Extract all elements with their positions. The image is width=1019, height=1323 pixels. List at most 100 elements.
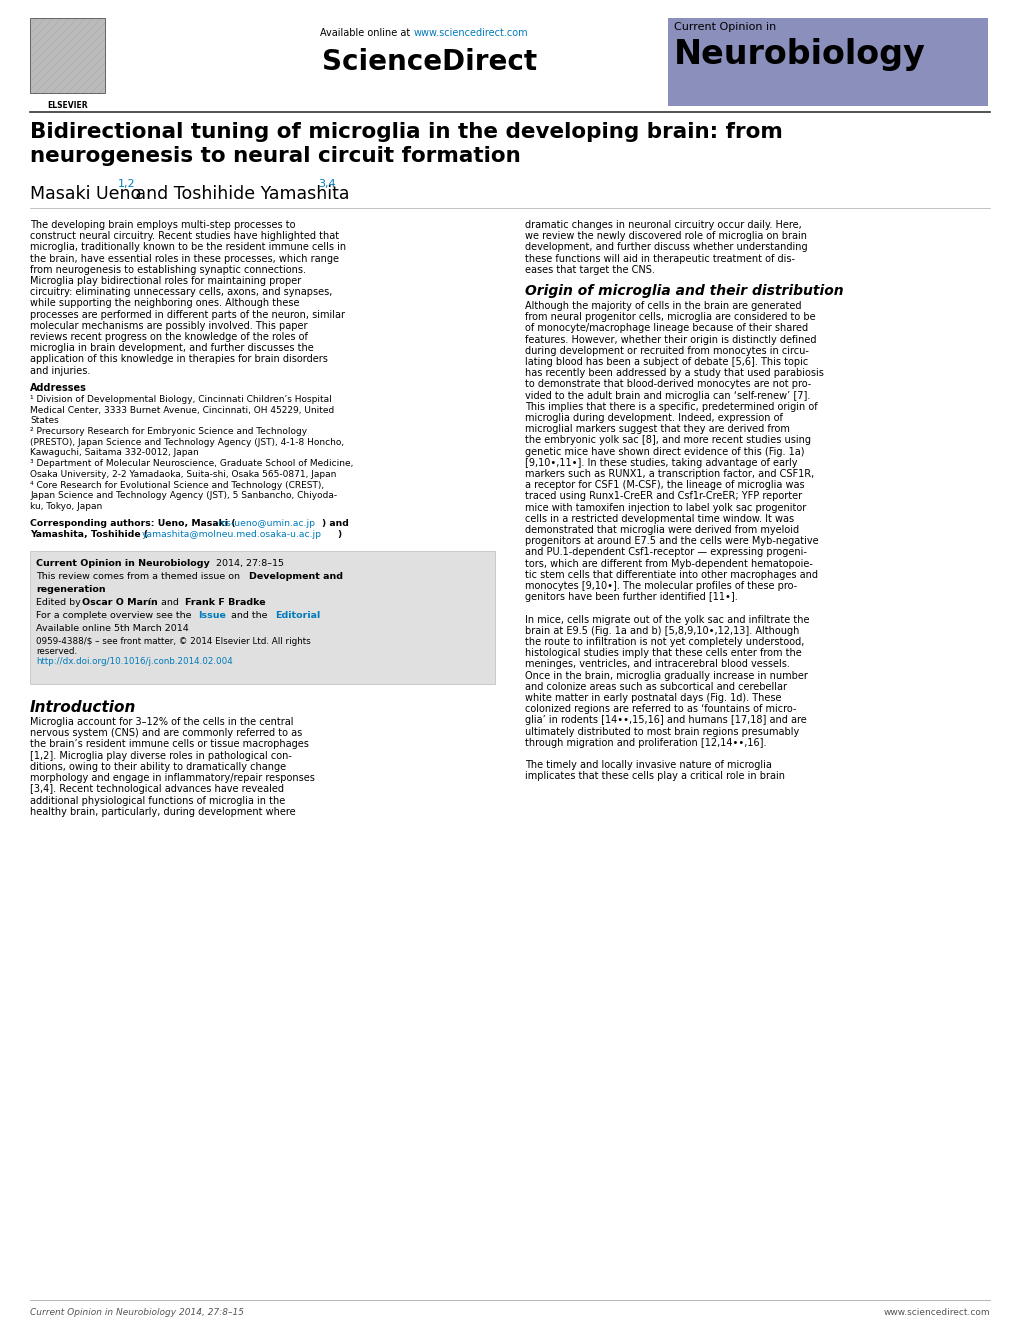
Text: and: and <box>158 598 181 607</box>
Text: construct neural circuitry. Recent studies have highlighted that: construct neural circuitry. Recent studi… <box>30 232 338 241</box>
Text: has recently been addressed by a study that used parabiosis: has recently been addressed by a study t… <box>525 368 823 378</box>
Text: from neurogenesis to establishing synaptic connections.: from neurogenesis to establishing synapt… <box>30 265 306 275</box>
Text: colonized regions are referred to as ‘fountains of micro-: colonized regions are referred to as ‘fo… <box>525 704 796 714</box>
Text: we review the newly discovered role of microglia on brain: we review the newly discovered role of m… <box>525 232 806 241</box>
Text: genetic mice have shown direct evidence of this (Fig. 1a): genetic mice have shown direct evidence … <box>525 447 804 456</box>
Text: development, and further discuss whether understanding: development, and further discuss whether… <box>525 242 807 253</box>
Text: reserved.: reserved. <box>36 647 77 656</box>
Text: Development and: Development and <box>249 572 342 581</box>
Text: ku, Tokyo, Japan: ku, Tokyo, Japan <box>30 501 102 511</box>
Text: through migration and proliferation [12,14••,16].: through migration and proliferation [12,… <box>525 738 765 747</box>
Text: Masaki Ueno: Masaki Ueno <box>30 185 141 202</box>
Text: ms-ueno@umin.ac.jp: ms-ueno@umin.ac.jp <box>217 519 315 528</box>
Text: Corresponding authors: Ueno, Masaki (: Corresponding authors: Ueno, Masaki ( <box>30 519 235 528</box>
Text: [1,2]. Microglia play diverse roles in pathological con-: [1,2]. Microglia play diverse roles in p… <box>30 750 291 761</box>
Text: Yamashita, Toshihide (: Yamashita, Toshihide ( <box>30 531 148 538</box>
Text: dramatic changes in neuronal circuitry occur daily. Here,: dramatic changes in neuronal circuitry o… <box>525 220 801 230</box>
Text: microglial markers suggest that they are derived from: microglial markers suggest that they are… <box>525 425 789 434</box>
Text: yamashita@molneu.med.osaka-u.ac.jp: yamashita@molneu.med.osaka-u.ac.jp <box>142 531 322 538</box>
Text: progenitors at around E7.5 and the cells were Myb-negative: progenitors at around E7.5 and the cells… <box>525 536 818 546</box>
Text: traced using Runx1-CreER and Csf1r-CreER; YFP reporter: traced using Runx1-CreER and Csf1r-CreER… <box>525 491 801 501</box>
Text: additional physiological functions of microglia in the: additional physiological functions of mi… <box>30 795 285 806</box>
Text: Editorial: Editorial <box>275 611 320 620</box>
Bar <box>667 19 987 106</box>
Text: and injuries.: and injuries. <box>30 365 91 376</box>
Text: demonstrated that microglia were derived from myeloid: demonstrated that microglia were derived… <box>525 525 798 534</box>
Text: Frank F Bradke: Frank F Bradke <box>184 598 265 607</box>
Text: features. However, whether their origin is distinctly defined: features. However, whether their origin … <box>525 335 815 344</box>
Text: This implies that there is a specific, predetermined origin of: This implies that there is a specific, p… <box>525 402 817 411</box>
Text: ditions, owing to their ability to dramatically change: ditions, owing to their ability to drama… <box>30 762 286 771</box>
Text: The developing brain employs multi-step processes to: The developing brain employs multi-step … <box>30 220 296 230</box>
Text: Microglia account for 3–12% of the cells in the central: Microglia account for 3–12% of the cells… <box>30 717 293 728</box>
Text: ³ Department of Molecular Neuroscience, Graduate School of Medicine,: ³ Department of Molecular Neuroscience, … <box>30 459 353 468</box>
Text: www.sciencedirect.com: www.sciencedirect.com <box>882 1308 989 1316</box>
Bar <box>30 19 105 93</box>
Text: while supporting the neighboring ones. Although these: while supporting the neighboring ones. A… <box>30 299 300 308</box>
Bar <box>30 552 494 684</box>
Text: Microglia play bidirectional roles for maintaining proper: Microglia play bidirectional roles for m… <box>30 277 301 286</box>
Text: and colonize areas such as subcortical and cerebellar: and colonize areas such as subcortical a… <box>525 681 787 692</box>
Text: Bidirectional tuning of microglia in the developing brain: from
neurogenesis to : Bidirectional tuning of microglia in the… <box>30 122 783 165</box>
Text: nervous system (CNS) and are commonly referred to as: nervous system (CNS) and are commonly re… <box>30 728 302 738</box>
Text: States: States <box>30 417 59 426</box>
Text: 1,2: 1,2 <box>118 179 136 189</box>
Text: and PU.1-dependent Csf1-receptor — expressing progeni-: and PU.1-dependent Csf1-receptor — expre… <box>525 548 806 557</box>
Text: Current Opinion in: Current Opinion in <box>674 22 775 32</box>
Text: the brain, have essential roles in these processes, which range: the brain, have essential roles in these… <box>30 254 338 263</box>
Text: Issue: Issue <box>198 611 225 620</box>
Text: white matter in early postnatal days (Fig. 1d). These: white matter in early postnatal days (Fi… <box>525 693 781 703</box>
Text: ELSEVIER: ELSEVIER <box>47 101 88 110</box>
Text: Medical Center, 3333 Burnet Avenue, Cincinnati, OH 45229, United: Medical Center, 3333 Burnet Avenue, Cinc… <box>30 406 334 414</box>
Text: the brain’s resident immune cells or tissue macrophages: the brain’s resident immune cells or tis… <box>30 740 309 750</box>
Text: the route to infiltration is not yet completely understood,: the route to infiltration is not yet com… <box>525 636 804 647</box>
Text: Although the majority of cells in the brain are generated: Although the majority of cells in the br… <box>525 302 801 311</box>
Text: circuitry: eliminating unnecessary cells, axons, and synapses,: circuitry: eliminating unnecessary cells… <box>30 287 332 298</box>
Text: meninges, ventricles, and intracerebral blood vessels.: meninges, ventricles, and intracerebral … <box>525 659 789 669</box>
Text: Current Opinion in Neurobiology 2014, 27:8–15: Current Opinion in Neurobiology 2014, 27… <box>30 1308 244 1316</box>
Text: microglia in brain development, and further discusses the: microglia in brain development, and furt… <box>30 343 314 353</box>
Text: The timely and locally invasive nature of microglia: The timely and locally invasive nature o… <box>525 761 771 770</box>
Text: microglia, traditionally known to be the resident immune cells in: microglia, traditionally known to be the… <box>30 242 345 253</box>
Text: 0959-4388/$ – see front matter, © 2014 Elsevier Ltd. All rights: 0959-4388/$ – see front matter, © 2014 E… <box>36 638 311 646</box>
Text: This review comes from a themed issue on: This review comes from a themed issue on <box>36 572 243 581</box>
Text: to demonstrate that blood-derived monocytes are not pro-: to demonstrate that blood-derived monocy… <box>525 380 810 389</box>
Text: the embryonic yolk sac [8], and more recent studies using: the embryonic yolk sac [8], and more rec… <box>525 435 810 446</box>
Text: and Toshihide Yamashita: and Toshihide Yamashita <box>129 185 350 202</box>
Text: markers such as RUNX1, a transcription factor, and CSF1R,: markers such as RUNX1, a transcription f… <box>525 468 813 479</box>
Text: [3,4]. Recent technological advances have revealed: [3,4]. Recent technological advances hav… <box>30 785 283 794</box>
Text: brain at E9.5 (Fig. 1a and b) [5,8,9,10•,12,13]. Although: brain at E9.5 (Fig. 1a and b) [5,8,9,10•… <box>525 626 799 636</box>
Text: molecular mechanisms are possibly involved. This paper: molecular mechanisms are possibly involv… <box>30 320 307 331</box>
Text: http://dx.doi.org/10.1016/j.conb.2014.02.004: http://dx.doi.org/10.1016/j.conb.2014.02… <box>36 658 232 665</box>
Text: genitors have been further identified [11•].: genitors have been further identified [1… <box>525 593 737 602</box>
Text: 2014, 27:8–15: 2014, 27:8–15 <box>213 560 283 568</box>
Text: glia’ in rodents [14••,15,16] and humans [17,18] and are: glia’ in rodents [14••,15,16] and humans… <box>525 716 806 725</box>
Text: reviews recent progress on the knowledge of the roles of: reviews recent progress on the knowledge… <box>30 332 308 343</box>
Text: tors, which are different from Myb-dependent hematopoie-: tors, which are different from Myb-depen… <box>525 558 812 569</box>
Text: [9,10•,11•]. In these studies, taking advantage of early: [9,10•,11•]. In these studies, taking ad… <box>525 458 797 468</box>
Text: lating blood has been a subject of debate [5,6]. This topic: lating blood has been a subject of debat… <box>525 357 807 366</box>
Text: and the: and the <box>228 611 270 620</box>
Text: from neural progenitor cells, microglia are considered to be: from neural progenitor cells, microglia … <box>525 312 815 323</box>
Text: 3,4: 3,4 <box>318 179 335 189</box>
Text: Once in the brain, microglia gradually increase in number: Once in the brain, microglia gradually i… <box>525 671 807 680</box>
Text: during development or recruited from monocytes in circu-: during development or recruited from mon… <box>525 345 808 356</box>
Text: mice with tamoxifen injection to label yolk sac progenitor: mice with tamoxifen injection to label y… <box>525 503 805 512</box>
Text: ScienceDirect: ScienceDirect <box>322 48 537 75</box>
Text: Available online 5th March 2014: Available online 5th March 2014 <box>36 624 189 634</box>
Text: tic stem cells that differentiate into other macrophages and: tic stem cells that differentiate into o… <box>525 570 817 579</box>
Text: vided to the adult brain and microglia can ‘self-renew’ [7].: vided to the adult brain and microglia c… <box>525 390 809 401</box>
Text: ⁴ Core Research for Evolutional Science and Technology (CREST),: ⁴ Core Research for Evolutional Science … <box>30 480 324 490</box>
Text: Japan Science and Technology Agency (JST), 5 Sanbancho, Chiyoda-: Japan Science and Technology Agency (JST… <box>30 491 337 500</box>
Text: eases that target the CNS.: eases that target the CNS. <box>525 265 654 275</box>
Text: healthy brain, particularly, during development where: healthy brain, particularly, during deve… <box>30 807 296 816</box>
Text: www.sciencedirect.com: www.sciencedirect.com <box>414 28 528 38</box>
Text: ultimately distributed to most brain regions presumably: ultimately distributed to most brain reg… <box>525 726 799 737</box>
Text: ¹ Division of Developmental Biology, Cincinnati Children’s Hospital: ¹ Division of Developmental Biology, Cin… <box>30 396 331 404</box>
Text: ) and: ) and <box>322 519 348 528</box>
Text: cells in a restricted developmental time window. It was: cells in a restricted developmental time… <box>525 513 794 524</box>
Text: For a complete overview see the: For a complete overview see the <box>36 611 195 620</box>
Text: Introduction: Introduction <box>30 700 137 716</box>
Text: Neurobiology: Neurobiology <box>674 38 925 71</box>
Text: Kawaguchi, Saitama 332-0012, Japan: Kawaguchi, Saitama 332-0012, Japan <box>30 448 199 458</box>
